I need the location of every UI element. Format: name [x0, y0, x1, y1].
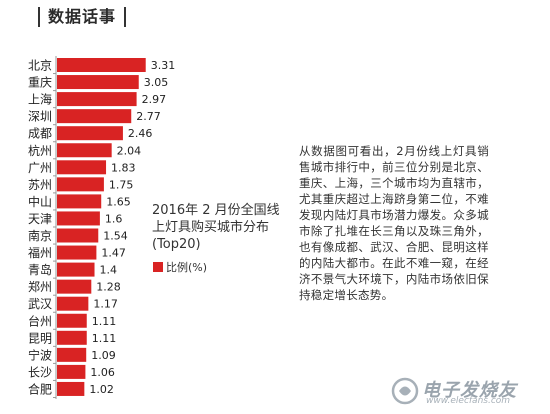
legend-swatch	[153, 262, 163, 272]
data-label: 3.31	[151, 59, 176, 72]
data-label: 2.04	[117, 144, 142, 157]
category-label: 宁波	[28, 347, 52, 362]
category-label: 上海	[28, 92, 52, 107]
category-label: 天津	[28, 212, 52, 226]
category-label: 武汉	[28, 297, 52, 311]
data-label: 1.75	[109, 178, 133, 191]
data-label: 1.28	[96, 281, 121, 294]
category-label: 北京	[28, 59, 52, 73]
legend-label: 比例(%)	[166, 261, 208, 274]
bar	[57, 279, 92, 294]
header-right-bar	[124, 7, 127, 27]
watermark-text: 电子发烧友	[422, 380, 517, 401]
data-label: 1.06	[90, 366, 115, 379]
data-label: 1.09	[91, 349, 116, 362]
bar	[57, 296, 89, 311]
data-label: 1.11	[92, 332, 117, 345]
category-label: 郑州	[28, 279, 52, 294]
watermark-url: www.elecfans.com	[426, 396, 511, 406]
bar	[57, 364, 86, 379]
bar	[57, 330, 87, 345]
category-label: 台州	[28, 313, 52, 328]
header-left-bar	[38, 7, 40, 27]
data-label: 1.17	[93, 298, 118, 311]
data-label: 1.47	[101, 247, 126, 260]
category-label: 长沙	[28, 365, 52, 379]
category-label: 苏州	[28, 178, 52, 192]
bar	[57, 194, 102, 209]
data-label: 1.02	[89, 383, 114, 396]
bar	[57, 109, 132, 124]
bar	[57, 75, 139, 90]
section-title: 数据话事	[48, 7, 117, 26]
watermark: 电子发烧友 www.elecfans.com	[390, 374, 540, 410]
category-label: 中山	[28, 194, 52, 209]
article-text: 从数据图可看出，2月份线上灯具销售城市排行中，前三位分别是北京、重庆、上海，三个…	[299, 144, 489, 302]
bar	[57, 228, 99, 243]
data-label: 2.77	[136, 110, 161, 123]
bar	[57, 211, 100, 226]
bar	[57, 245, 97, 260]
category-label: 合肥	[28, 381, 52, 396]
data-label: 1.4	[100, 264, 118, 277]
chart-legend: 比例(%)	[153, 259, 207, 275]
data-label: 1.6	[105, 212, 123, 225]
elecfans-logo-icon	[391, 377, 419, 405]
data-label: 3.05	[144, 76, 169, 89]
data-label: 1.65	[106, 195, 131, 208]
category-label: 杭州	[28, 143, 52, 158]
category-label: 福州	[28, 245, 52, 260]
category-label: 成都	[28, 127, 52, 141]
category-label: 青岛	[28, 262, 52, 277]
data-label: 1.83	[111, 161, 136, 174]
bar	[57, 143, 112, 158]
chart-title: 2016年 2 月份全国线上灯具购买城市分布(Top20)	[152, 203, 280, 252]
data-label: 2.97	[142, 93, 167, 106]
category-label: 重庆	[28, 76, 52, 90]
bar	[57, 313, 87, 328]
bar	[57, 126, 123, 141]
category-label: 昆明	[28, 331, 52, 345]
bar	[57, 262, 95, 277]
category-label: 广州	[28, 161, 52, 175]
bar	[57, 381, 85, 396]
category-label: 南京	[28, 228, 52, 243]
bar	[57, 177, 104, 192]
data-label: 1.54	[103, 230, 128, 243]
category-label: 深圳	[28, 110, 52, 124]
section-header: 数据话事	[38, 6, 127, 28]
data-label: 1.11	[92, 315, 117, 328]
bar	[57, 92, 137, 107]
data-label: 2.46	[128, 127, 153, 140]
bar	[57, 58, 146, 72]
bar	[57, 347, 87, 362]
bar	[57, 160, 107, 175]
